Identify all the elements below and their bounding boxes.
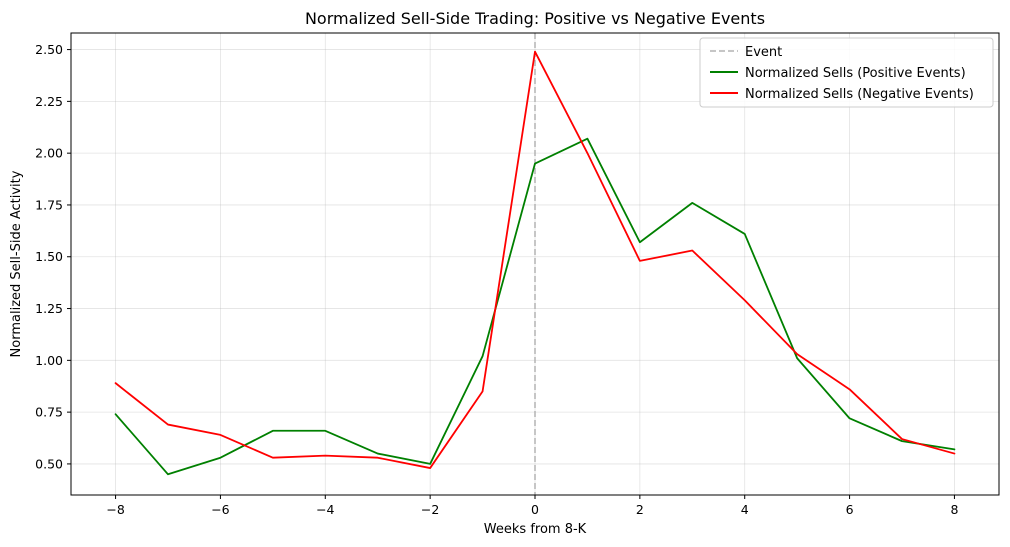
y-tick-label: 2.50 (35, 42, 63, 57)
x-tick-label: 2 (636, 502, 644, 517)
y-tick-label: 2.25 (35, 94, 63, 109)
y-tick-label: 2.00 (35, 146, 63, 161)
chart-title: Normalized Sell-Side Trading: Positive v… (305, 9, 765, 28)
x-axis-ticks: −8 −6 −4 −2 0 2 4 6 8 (106, 495, 958, 517)
x-tick-label: 0 (531, 502, 539, 517)
y-tick-label: 1.25 (35, 301, 63, 316)
legend-box (699, 37, 994, 108)
y-tick-label: 1.00 (35, 353, 63, 368)
x-tick-label: 6 (846, 502, 854, 517)
x-tick-label: 4 (741, 502, 749, 517)
y-axis-label: Normalized Sell-Side Activity (9, 170, 24, 357)
legend-label-event: Event (745, 45, 782, 60)
legend-label-negative: Normalized Sells (Negative Events) (745, 87, 974, 102)
series-layer (114, 50, 956, 476)
x-axis-label: Weeks from 8-K (484, 522, 587, 537)
x-tick-label: −4 (316, 502, 334, 517)
y-tick-label: 0.75 (35, 405, 63, 420)
x-tick-label: −2 (421, 502, 439, 517)
x-tick-label: −6 (211, 502, 229, 517)
series-line-negative (114, 50, 956, 469)
y-tick-label: 1.50 (35, 249, 63, 264)
y-tick-label: 1.75 (35, 197, 63, 212)
series-line-positive (114, 137, 956, 476)
x-tick-label: 8 (950, 502, 958, 517)
y-tick-label: 0.50 (35, 456, 63, 471)
legend-label-positive: Normalized Sells (Positive Events) (745, 66, 966, 81)
y-axis-ticks: 0.50 0.75 1.00 1.25 1.50 1.75 2.00 2.25 2.50 (35, 42, 71, 471)
x-tick-label: −8 (106, 502, 124, 517)
legend: Event Normalized Sells (Positive Events)… (699, 37, 994, 108)
